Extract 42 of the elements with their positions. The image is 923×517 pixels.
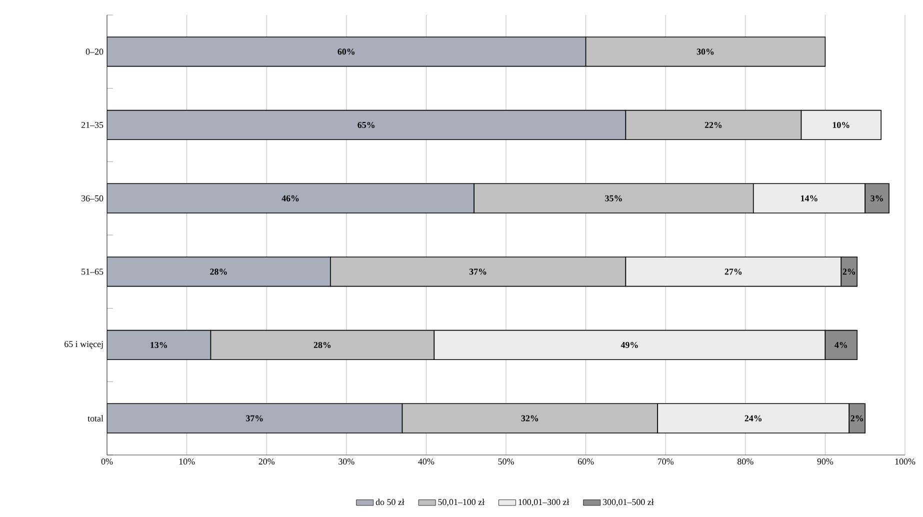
y-tick-label: 36–50 (81, 195, 104, 202)
data-label: 22% (704, 122, 722, 128)
y-tick-label: 21–35 (81, 122, 104, 128)
x-tick-label: 60% (578, 458, 594, 465)
x-tick-label: 30% (338, 458, 354, 465)
y-tick-label: 51–65 (82, 268, 104, 275)
data-label: 60% (338, 48, 355, 55)
legend-label: 50,01–100 zł (438, 498, 485, 506)
x-tick-label: 10% (179, 458, 195, 465)
legend-label: 300,01–500 zł (603, 498, 654, 506)
legend-label: 100,01–300 zł (518, 498, 570, 506)
data-label: 49% (620, 342, 638, 348)
x-tick-label: 70% (658, 458, 674, 465)
data-label: 24% (744, 415, 762, 422)
x-tick-label: 90% (817, 458, 834, 465)
x-tick-label: 0% (101, 458, 113, 465)
data-label: 2% (842, 268, 856, 275)
x-tick-label: 20% (258, 458, 275, 465)
data-label: 30% (696, 48, 714, 55)
x-tick-label: 80% (738, 458, 754, 465)
y-tick-label: 0–20 (86, 48, 104, 55)
data-label: 32% (521, 415, 538, 422)
y-tick-label: total (88, 415, 104, 422)
data-label: 2% (850, 415, 864, 422)
data-label: 27% (724, 268, 742, 275)
legend-label: do 50 zł (376, 498, 404, 506)
data-label: 4% (834, 342, 848, 348)
data-label: 3% (870, 195, 883, 202)
data-label: 35% (605, 195, 622, 202)
data-label: 28% (314, 342, 331, 348)
data-label: 10% (832, 122, 850, 128)
data-label: 65% (358, 122, 374, 128)
data-label: 28% (210, 268, 227, 275)
data-label: 37% (469, 268, 486, 275)
data-label: 13% (150, 342, 168, 348)
data-label: 46% (282, 195, 299, 202)
x-tick-label: 40% (418, 458, 434, 465)
y-tick-label: 65 i więcej (64, 341, 103, 349)
x-tick-label: 50% (498, 458, 514, 465)
data-label: 37% (246, 415, 263, 422)
data-label: 14% (801, 195, 818, 202)
x-tick-label: 100% (895, 458, 916, 465)
